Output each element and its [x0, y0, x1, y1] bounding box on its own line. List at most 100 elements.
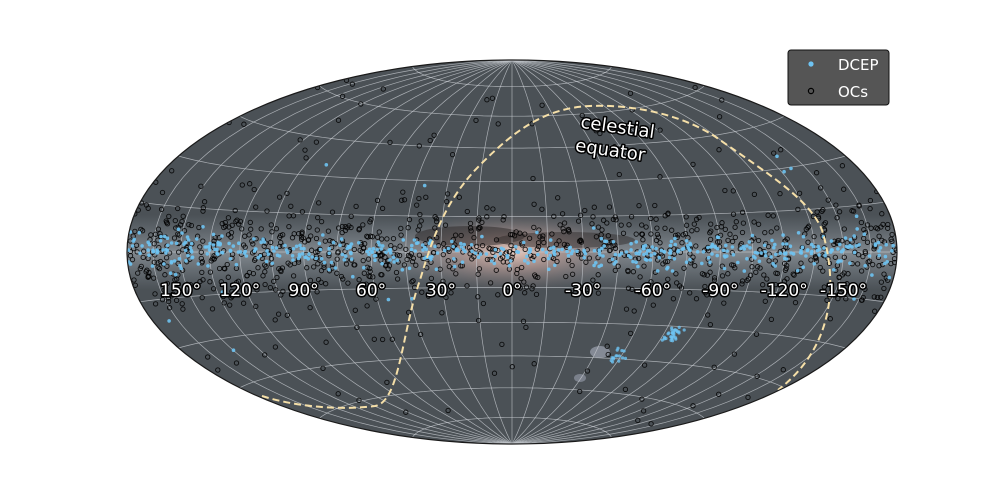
oc-point — [433, 218, 440, 225]
oc-point — [730, 262, 737, 268]
oc-point — [881, 239, 888, 245]
oc-point — [628, 214, 635, 220]
dcep-point — [773, 242, 777, 247]
dcep-point — [745, 256, 749, 261]
oc-point — [389, 336, 395, 342]
oc-point — [707, 321, 714, 328]
oc-point — [719, 220, 725, 226]
dcep-point — [753, 256, 757, 260]
oc-point — [637, 274, 643, 280]
oc-point — [671, 251, 677, 257]
oc-point — [269, 229, 275, 235]
dcep-point — [783, 252, 788, 256]
dcep-point — [179, 266, 183, 271]
oc-point — [529, 121, 535, 127]
oc-point — [593, 128, 599, 134]
oc-point — [334, 270, 340, 276]
dcep-point — [669, 239, 674, 244]
oc-point — [862, 250, 869, 256]
dcep-point — [291, 258, 295, 262]
oc-point — [749, 264, 755, 270]
oc-point — [628, 330, 634, 337]
oc-point — [805, 224, 811, 231]
oc-point — [244, 272, 250, 279]
oc-point — [249, 238, 255, 244]
dcep-point — [884, 242, 888, 247]
oc-point — [674, 280, 680, 286]
dcep-point — [532, 259, 536, 264]
oc-point — [262, 352, 268, 358]
oc-point — [279, 265, 286, 271]
oc-point — [370, 274, 376, 280]
dcep-point — [811, 244, 816, 249]
oc-point — [690, 161, 696, 168]
oc-point — [696, 214, 702, 221]
dcep-point — [299, 246, 304, 251]
dcep-point — [686, 246, 691, 250]
dcep-point — [392, 260, 396, 264]
oc-point — [521, 279, 527, 285]
lon-tick-label: -150° — [820, 281, 867, 301]
oc-point — [315, 248, 321, 255]
legend: DCEP OCs — [787, 49, 890, 106]
oc-point — [296, 230, 302, 237]
oc-point — [151, 241, 157, 247]
lon-tick-label: 60° — [356, 281, 386, 301]
oc-point — [766, 251, 772, 257]
oc-point — [396, 252, 403, 259]
oc-point — [606, 204, 613, 210]
dcep-point — [220, 290, 225, 294]
dcep-point — [784, 257, 789, 261]
celestial-equator-line — [261, 104, 832, 409]
oc-point — [390, 235, 397, 242]
dcep-point — [220, 250, 225, 255]
dcep-point — [220, 234, 224, 238]
dcep-point — [662, 337, 667, 341]
oc-point — [251, 186, 257, 193]
oc-point — [222, 223, 229, 229]
oc-point — [765, 243, 772, 250]
oc-point — [755, 221, 762, 227]
oc-point — [253, 303, 259, 310]
oc-point — [227, 302, 233, 308]
oc-point — [681, 265, 687, 271]
oc-point — [701, 272, 707, 278]
oc-point — [262, 281, 268, 288]
oc-point — [163, 255, 170, 261]
oc-point — [343, 261, 350, 267]
oc-point — [448, 290, 454, 296]
oc-point — [413, 262, 419, 268]
dcep-point — [848, 261, 852, 266]
oc-point — [650, 302, 656, 308]
oc-point — [365, 234, 371, 240]
oc-point — [622, 386, 629, 393]
oc-point — [473, 117, 479, 124]
dcep-point — [844, 244, 849, 249]
dcep-point — [155, 251, 159, 255]
oc-point — [399, 197, 405, 203]
oc-point — [400, 189, 406, 195]
oc-point — [239, 226, 245, 232]
dcep-point — [172, 259, 177, 263]
oc-point — [730, 188, 736, 194]
oc-point — [464, 208, 470, 215]
oc-point — [367, 268, 373, 275]
dcep-point — [370, 250, 375, 254]
oc-point — [612, 267, 618, 274]
oc-point — [541, 256, 547, 263]
dcep-point — [507, 264, 512, 268]
oc-point — [173, 297, 180, 304]
oc-point — [250, 241, 256, 247]
oc-point — [314, 289, 320, 295]
dcep-point — [623, 356, 628, 360]
dcep-point — [548, 238, 553, 242]
dcep-point — [715, 247, 720, 251]
dcep-point — [855, 227, 859, 231]
oc-point — [796, 190, 803, 196]
dcep-point — [400, 268, 405, 272]
dcep-point — [523, 258, 527, 263]
oc-point — [175, 260, 181, 267]
oc-point — [315, 261, 321, 267]
dcep-point — [883, 254, 888, 259]
oc-point — [345, 280, 351, 286]
